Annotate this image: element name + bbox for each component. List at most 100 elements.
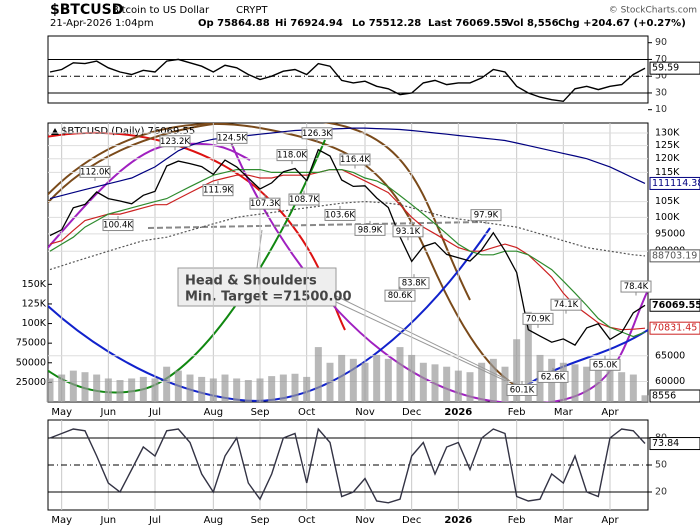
- volume-bar: [513, 339, 521, 402]
- annotation-box: [620, 280, 652, 293]
- symbol: $BTCUSD: [50, 2, 123, 18]
- annotation-box: [79, 165, 111, 178]
- y-tick-label: 60000: [655, 376, 685, 387]
- x-tick-label: Oct: [298, 407, 315, 418]
- x-tick-label: Dec: [402, 515, 421, 526]
- volume-bar: [46, 378, 54, 402]
- volume-bar: [279, 374, 287, 402]
- volume-bar: [58, 374, 66, 402]
- volume-bar: [151, 378, 159, 402]
- y-tick-label: 95000: [655, 228, 685, 239]
- annotation-box: [102, 219, 134, 232]
- volume-bar: [431, 364, 439, 402]
- pattern-box: [177, 267, 337, 307]
- rsi-panel: [47, 35, 649, 104]
- annotation-label: 65.0K: [593, 360, 618, 370]
- exchange: CRYPT: [236, 5, 268, 16]
- annotation-label: 83.8K: [402, 279, 427, 289]
- x-tick-label: 2026: [444, 515, 472, 526]
- x-tick-label: Feb: [508, 515, 526, 526]
- y-tick-label: 130K: [655, 127, 680, 138]
- x-tick-label: Nov: [355, 407, 375, 418]
- volume-bar: [174, 370, 182, 402]
- pattern-label: Min. Target =71500.00: [185, 290, 352, 305]
- volume-tick-label: 100K: [22, 318, 47, 329]
- volume-bar: [571, 364, 579, 402]
- x-tick-label: Jul: [148, 407, 161, 418]
- volume-bar: [478, 362, 486, 402]
- y-tick-label: 20: [655, 487, 667, 498]
- annotation-box: [398, 277, 430, 290]
- volume-bar: [384, 358, 392, 402]
- annotation-label: 112.0K: [80, 167, 110, 177]
- purple-arc: [48, 142, 251, 250]
- volume-bar: [198, 376, 206, 402]
- volume-bar: [256, 378, 264, 402]
- volume-tick-label: 50000: [16, 357, 46, 368]
- volume-bar: [233, 378, 241, 402]
- annotation-box: [589, 358, 621, 371]
- annotation-label: 74.1K: [554, 300, 579, 310]
- volume-bar: [244, 380, 252, 402]
- overlay-line: [49, 127, 646, 200]
- volume-bar: [81, 372, 89, 402]
- credit: © StockCharts.com: [609, 6, 697, 16]
- annotation-box: [354, 223, 386, 236]
- value-label: 70831.45: [652, 323, 697, 334]
- volume-bar: [221, 374, 229, 402]
- annotation-box: [216, 131, 248, 144]
- quote: Op 75864.88: [198, 18, 270, 29]
- y-tick-label: 30: [655, 87, 667, 98]
- pointer: [335, 295, 521, 387]
- value-box: [649, 437, 700, 451]
- annotation-box: [506, 384, 538, 397]
- overlay-line: [49, 169, 646, 331]
- annotation-label: 98.9K: [358, 225, 383, 235]
- annotation-box: [339, 153, 371, 166]
- x-tick-label: Oct: [298, 515, 315, 526]
- value-label: 73.84: [652, 438, 679, 449]
- y-tick-label: 115K: [655, 167, 680, 178]
- volume-bar: [501, 366, 509, 402]
- annotation-label: 60.1K: [510, 386, 535, 396]
- osc-line: [49, 58, 646, 103]
- y-tick-label: 125K: [655, 140, 680, 151]
- x-tick-label: Mar: [554, 407, 574, 418]
- brown-arc: [48, 123, 526, 391]
- volume-bar: [349, 358, 357, 402]
- y-tick-label: 50: [655, 460, 667, 471]
- x-tick-label: Nov: [355, 515, 375, 526]
- annotation-box: [288, 193, 320, 206]
- volume-bar: [93, 374, 101, 402]
- y-tick-label: 70: [655, 54, 667, 65]
- y-tick-label: 100K: [655, 212, 680, 223]
- annotation-box: [301, 127, 333, 140]
- volume-bar: [139, 376, 147, 402]
- price-line: [49, 148, 646, 346]
- x-tick-label: Jun: [100, 515, 117, 526]
- annotation-box: [522, 312, 554, 325]
- x-tick-label: 2026: [444, 407, 472, 418]
- neckline: [147, 221, 483, 229]
- annotation-box: [384, 289, 416, 302]
- annotation-box: [249, 197, 281, 210]
- value-box: [649, 61, 700, 75]
- y-tick-label: 120K: [655, 153, 680, 164]
- price-title: $BTCUSD (Daily) 76069.55: [61, 126, 195, 137]
- overlay-line: [49, 200, 646, 271]
- x-tick-label: Sep: [251, 407, 270, 418]
- value-box: [649, 176, 700, 190]
- x-tick-label: Feb: [508, 407, 526, 418]
- value-label: 76069.55: [652, 300, 700, 311]
- volume-bar: [408, 354, 416, 402]
- y-tick-label: 105K: [655, 196, 680, 207]
- price-panel: [47, 122, 649, 403]
- y-tick-label: 50: [655, 71, 667, 82]
- annotation-label: 80.6K: [388, 291, 413, 301]
- volume-bar: [128, 378, 136, 402]
- value-label: 88703.19: [652, 250, 697, 261]
- annotation-label: 123.2K: [160, 137, 190, 147]
- volume-bar: [629, 374, 637, 402]
- volume-bar: [583, 366, 591, 402]
- purple-arc: [229, 139, 648, 402]
